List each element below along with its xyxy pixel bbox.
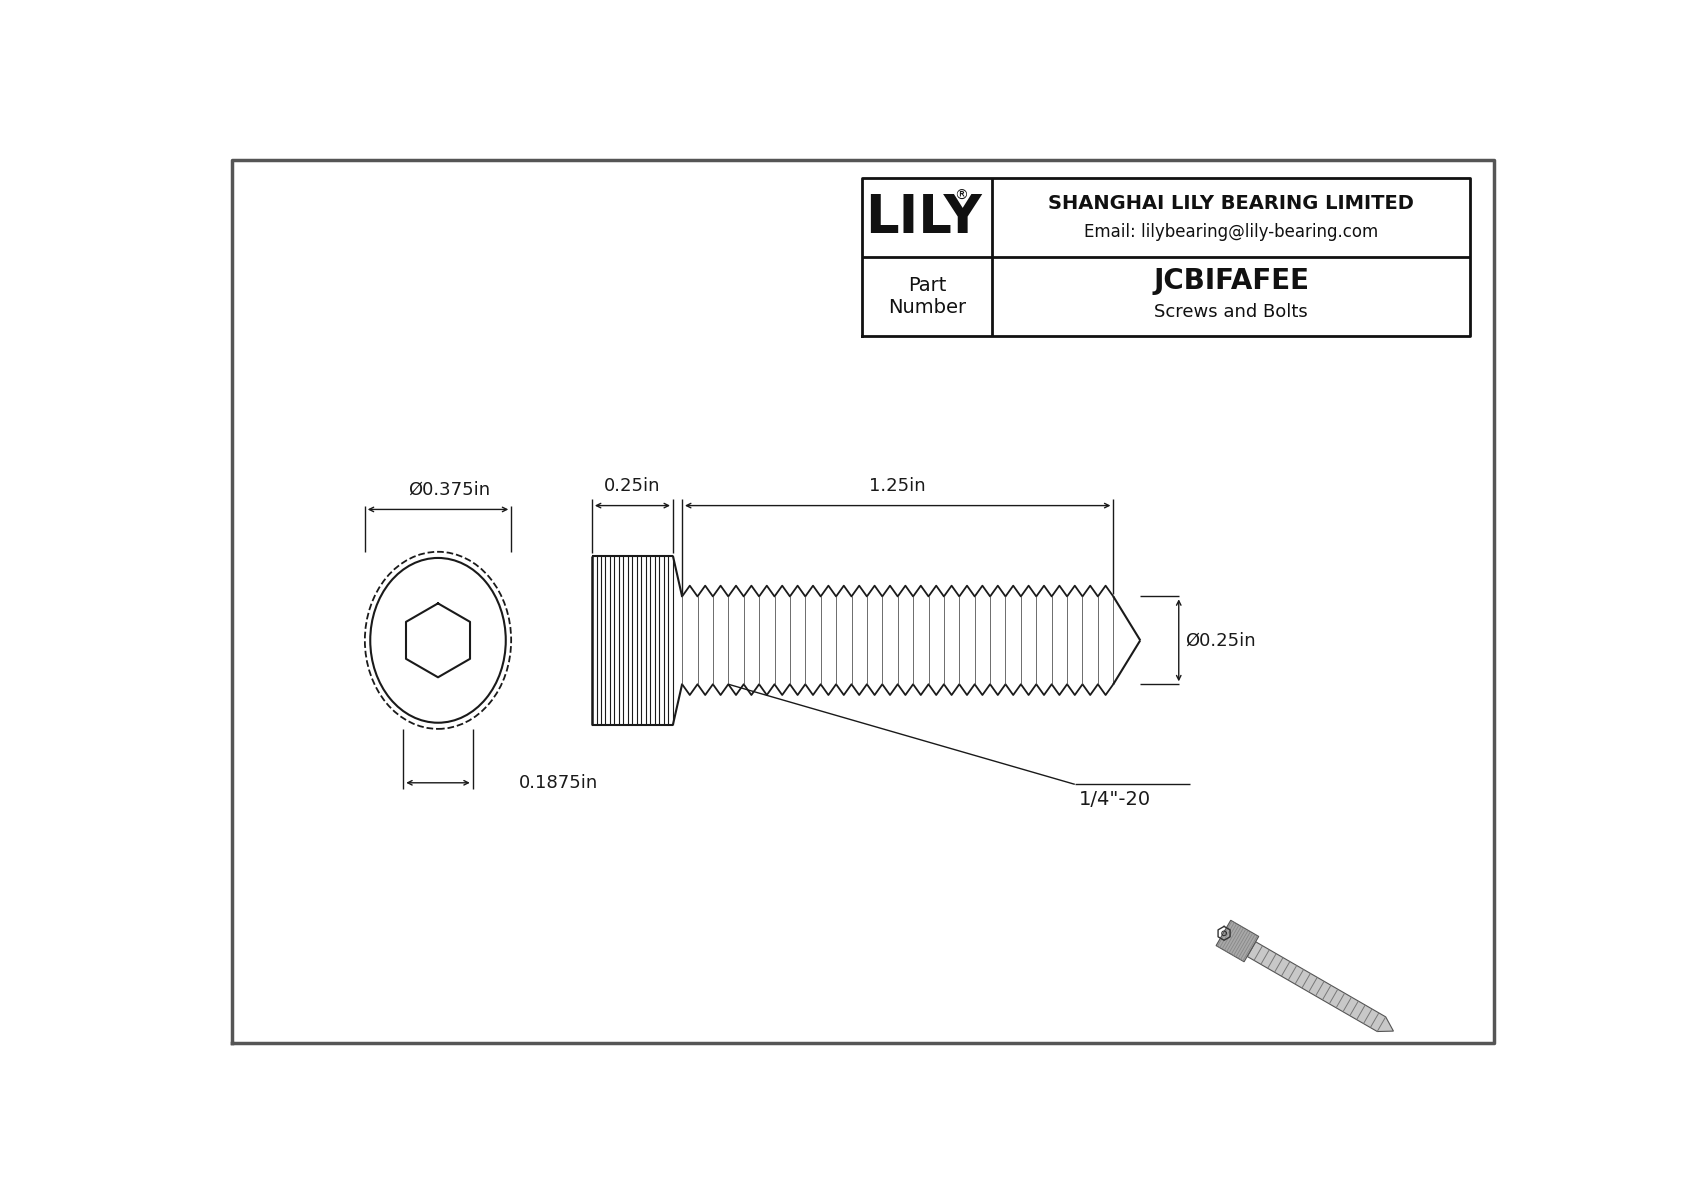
Text: Email: lilybearing@lily-bearing.com: Email: lilybearing@lily-bearing.com — [1084, 223, 1378, 241]
Text: 0.25in: 0.25in — [605, 476, 660, 494]
Text: Ø0.375in: Ø0.375in — [409, 481, 490, 499]
Text: JCBIFAFEE: JCBIFAFEE — [1154, 267, 1308, 295]
Text: LILY: LILY — [866, 192, 982, 244]
Text: 1.25in: 1.25in — [869, 476, 926, 494]
Polygon shape — [1248, 942, 1393, 1031]
Text: Ø0.25in: Ø0.25in — [1186, 631, 1256, 649]
Text: 1/4"-20: 1/4"-20 — [1079, 791, 1150, 810]
Text: 0.1875in: 0.1875in — [519, 774, 598, 792]
Text: SHANGHAI LILY BEARING LIMITED: SHANGHAI LILY BEARING LIMITED — [1047, 194, 1415, 213]
Text: Screws and Bolts: Screws and Bolts — [1154, 304, 1308, 322]
Polygon shape — [1216, 921, 1258, 962]
Text: ®: ® — [953, 189, 968, 204]
Text: Part
Number: Part Number — [887, 276, 967, 317]
